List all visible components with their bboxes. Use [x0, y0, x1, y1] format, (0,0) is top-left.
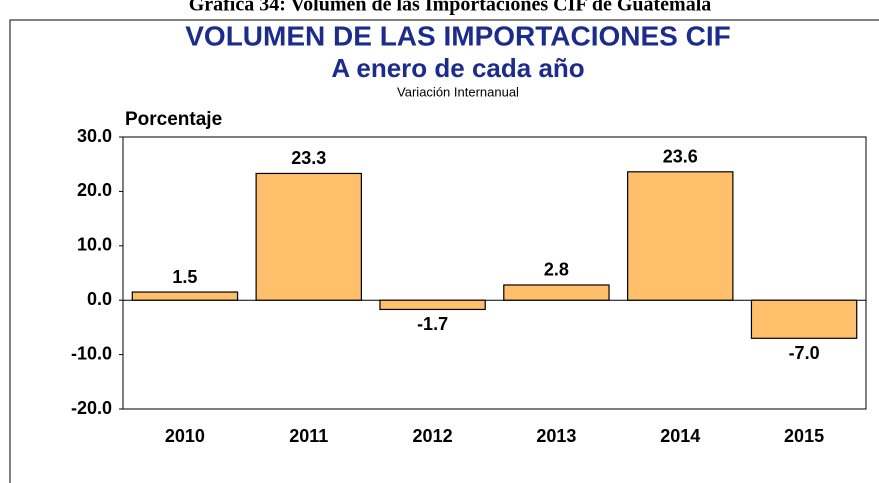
frame — [9, 19, 879, 483]
bar — [627, 171, 734, 301]
bar — [255, 172, 362, 301]
y-tick-label: 30.0 — [77, 126, 112, 146]
y-axis-label: Porcentaje — [125, 109, 222, 130]
value-label: 1.5 — [172, 267, 197, 287]
bar — [750, 299, 858, 339]
chart-title: VOLUMEN DE LAS IMPORTACIONES CIF — [185, 20, 731, 51]
x-tick-label: 2015 — [784, 426, 824, 446]
heading: Gráfica 34: Volumen de las Importaciones… — [189, 0, 712, 16]
chart-subtitle: A enero de cada año — [331, 53, 584, 83]
x-tick-label: 2010 — [165, 426, 205, 446]
y-tick-label: 10.0 — [77, 235, 112, 255]
x-tick-label: 2014 — [660, 426, 700, 446]
y-tick-label: 20.0 — [77, 180, 112, 200]
value-label: -1.7 — [417, 314, 448, 334]
x-tick-label: 2013 — [536, 426, 576, 446]
value-label: 23.3 — [291, 148, 326, 168]
x-tick-label: 2012 — [413, 426, 453, 446]
value-label: -7.0 — [789, 343, 820, 363]
value-label: 23.6 — [663, 147, 698, 167]
x-tick-label: 2011 — [289, 426, 328, 446]
plot-area — [122, 136, 867, 410]
bar — [131, 291, 239, 301]
value-label: 2.8 — [544, 260, 569, 280]
bar — [503, 284, 610, 301]
chart-note: Variación Internanual — [397, 84, 519, 99]
y-tick-label: -20.0 — [71, 398, 112, 418]
y-tick-label: 0.0 — [87, 289, 112, 309]
y-tick-label: -10.0 — [71, 343, 112, 363]
bar — [379, 299, 486, 311]
